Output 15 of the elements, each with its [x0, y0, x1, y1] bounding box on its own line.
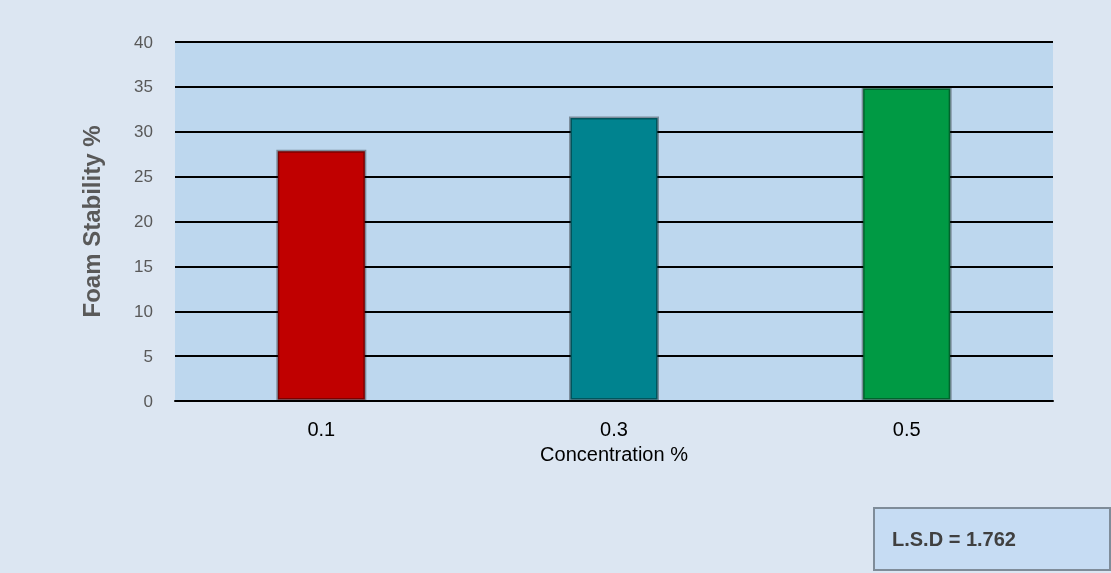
y-tick-label: 10 — [134, 301, 153, 321]
text: L.S.D = 1.762 — [892, 528, 1016, 550]
y-tick-label: 40 — [134, 32, 153, 52]
y-tick-label: 25 — [134, 167, 153, 187]
x-tick-label: 0.1 — [307, 418, 336, 440]
y-tick-label: 0 — [143, 391, 153, 411]
x-tick-label: 0.5 — [892, 418, 921, 440]
y-tick-label: 15 — [134, 256, 153, 276]
x-axis-title: Concentration % — [540, 442, 689, 465]
y-tick-label: 30 — [134, 122, 153, 142]
y-tick-label: 5 — [143, 346, 153, 366]
y-tick-label: 35 — [134, 77, 153, 97]
y-axis-title: Foam Stability % — [77, 125, 105, 318]
x-tick-label: 0.3 — [600, 418, 628, 440]
y-tick-label: 20 — [134, 212, 153, 231]
